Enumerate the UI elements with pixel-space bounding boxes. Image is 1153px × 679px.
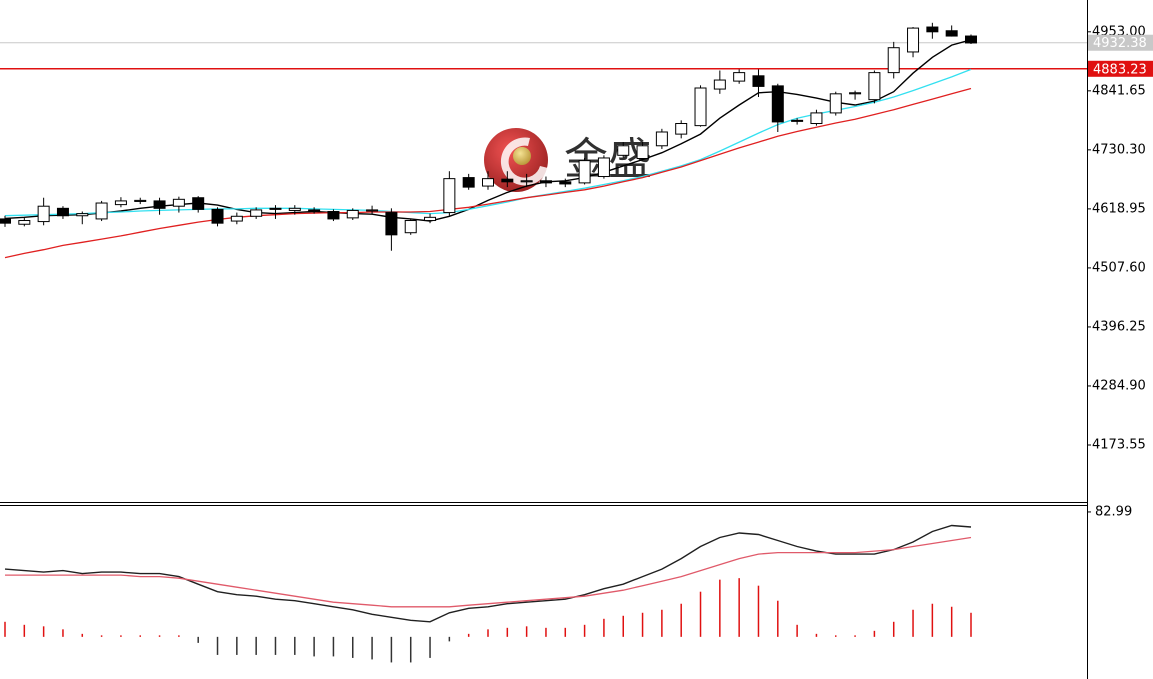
candle-body bbox=[578, 160, 591, 184]
y-tick-label: 4396.25 bbox=[1092, 319, 1146, 334]
candle-body bbox=[327, 211, 340, 220]
candle-body bbox=[134, 199, 147, 202]
y-tick-label: 4841.65 bbox=[1092, 83, 1146, 98]
y-tick-label: 4173.55 bbox=[1092, 437, 1146, 452]
candle-body bbox=[597, 157, 610, 178]
main-panel bbox=[0, 22, 1087, 259]
candle-body bbox=[926, 26, 939, 33]
candle-body bbox=[520, 180, 533, 183]
y-tick-label: 82.99 bbox=[1095, 504, 1132, 519]
candle-body bbox=[501, 178, 514, 183]
candle-body bbox=[269, 207, 282, 210]
indicator-line bbox=[4, 524, 972, 623]
candle-body bbox=[482, 178, 494, 187]
candle-body bbox=[172, 198, 185, 207]
candle-body bbox=[56, 207, 69, 217]
candle-body bbox=[366, 209, 379, 212]
candle-body bbox=[636, 145, 649, 159]
price-labels: 4953.004841.654730.304618.954507.604396.… bbox=[1087, 24, 1153, 519]
y-tick-label: 4284.90 bbox=[1092, 378, 1146, 393]
candle-body bbox=[868, 72, 881, 101]
y-tick-label: 4730.30 bbox=[1092, 142, 1146, 157]
candle-body bbox=[95, 202, 108, 220]
indicator-line bbox=[4, 68, 972, 217]
candle-body bbox=[694, 87, 707, 127]
indicator-line bbox=[5, 536, 972, 608]
candle-body bbox=[849, 92, 862, 95]
candle-body bbox=[211, 208, 224, 224]
candle-body bbox=[18, 220, 31, 225]
candle-body bbox=[829, 93, 842, 114]
logo-swoosh bbox=[500, 137, 548, 186]
price-tag bbox=[1088, 34, 1153, 51]
candle-body bbox=[617, 145, 630, 156]
candle-body bbox=[346, 209, 359, 219]
candle-body bbox=[752, 75, 765, 87]
y-tick-label: 4618.95 bbox=[1092, 201, 1146, 216]
indicator-panel bbox=[4, 524, 972, 663]
price-tag bbox=[1088, 60, 1153, 77]
logo-coin bbox=[513, 147, 531, 165]
candle-body bbox=[250, 209, 263, 217]
candle-body bbox=[424, 216, 437, 222]
price-tag-label: 4932.38 bbox=[1093, 36, 1147, 51]
candle-body bbox=[114, 200, 127, 206]
candle-body bbox=[733, 72, 746, 82]
candle-body bbox=[308, 209, 321, 212]
candle-body bbox=[907, 27, 920, 53]
candle-body bbox=[288, 207, 301, 211]
candle-body bbox=[791, 119, 804, 122]
candle-body bbox=[675, 123, 688, 135]
candle-body bbox=[965, 35, 977, 44]
candle-body bbox=[443, 178, 456, 214]
indicator-line bbox=[4, 39, 972, 222]
candle-body bbox=[76, 213, 89, 217]
candle-body bbox=[559, 181, 572, 185]
candle-body bbox=[404, 220, 417, 234]
candle-body bbox=[887, 47, 900, 74]
candle-body bbox=[771, 85, 784, 123]
candle-body bbox=[462, 177, 475, 188]
candle-body bbox=[192, 197, 205, 210]
candle-body bbox=[37, 205, 50, 223]
logo: 金盛 bbox=[484, 128, 652, 192]
indicator-line bbox=[4, 87, 972, 259]
candle-body bbox=[945, 30, 958, 37]
candle-body bbox=[385, 212, 398, 236]
candle-body bbox=[0, 218, 11, 224]
y-tick-label: 4507.60 bbox=[1092, 260, 1146, 275]
candle-body bbox=[713, 79, 726, 90]
candle-body bbox=[655, 131, 668, 147]
candle-body bbox=[153, 200, 166, 209]
candle-body bbox=[810, 112, 823, 125]
candle-body bbox=[539, 180, 552, 184]
price-tag-label: 4883.23 bbox=[1093, 62, 1147, 77]
candle-body bbox=[230, 215, 243, 222]
